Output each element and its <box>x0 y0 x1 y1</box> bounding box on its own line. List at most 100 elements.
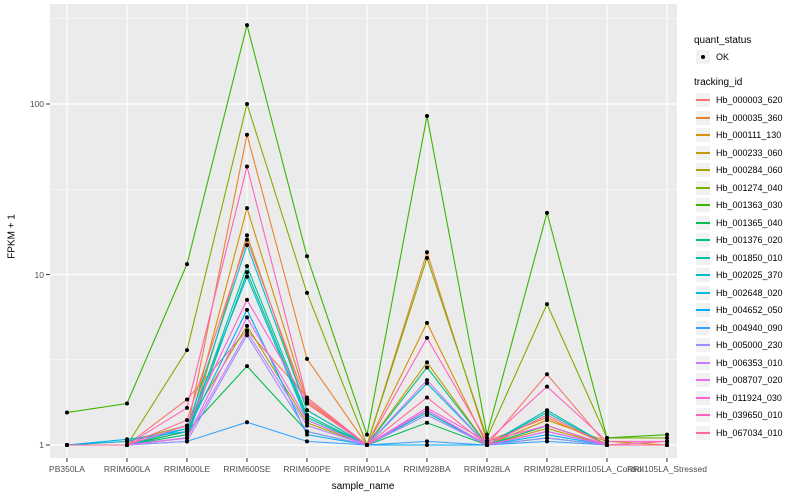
data-point <box>425 250 429 255</box>
data-point <box>425 405 429 410</box>
line-key-icon <box>696 215 710 230</box>
legend-item-label: Hb_006353_010 <box>716 357 783 368</box>
data-point <box>245 164 249 169</box>
data-point <box>125 401 129 406</box>
line-key-icon <box>696 128 710 143</box>
data-point <box>65 410 69 415</box>
legend-item-label: Hb_002648_020 <box>716 287 783 298</box>
data-point <box>485 432 489 437</box>
data-point <box>185 432 189 437</box>
legend-item-label: Hb_001376_020 <box>716 235 783 246</box>
data-point <box>245 270 249 275</box>
legend-item-tracking: Hb_004652_050 <box>692 302 798 320</box>
line-key-icon <box>696 425 710 440</box>
legend-item-tracking: Hb_000111_130 <box>692 127 798 145</box>
legend-item-tracking: Hb_001376_020 <box>692 232 798 250</box>
y-axis-title: FPKM + 1 <box>6 214 18 259</box>
data-point <box>305 432 309 437</box>
legend-item-label: Hb_008707_020 <box>716 375 783 386</box>
line-key-icon <box>696 180 710 195</box>
data-point <box>305 412 309 417</box>
data-point <box>185 405 189 410</box>
legend-item-label: Hb_002025_370 <box>716 270 783 281</box>
data-point <box>305 439 309 444</box>
legend-item-label: Hb_000233_060 <box>716 147 783 158</box>
data-point <box>245 237 249 242</box>
data-point <box>425 412 429 417</box>
data-point <box>425 360 429 365</box>
data-point <box>245 297 249 302</box>
legend-item-tracking: Hb_008707_020 <box>692 372 798 390</box>
legend-item-tracking: Hb_002025_370 <box>692 267 798 285</box>
data-point <box>665 439 669 444</box>
x-tick-label: RRIM600PE <box>283 464 331 474</box>
line-key-icon <box>696 373 710 388</box>
data-point <box>125 443 129 447</box>
data-point <box>245 274 249 279</box>
data-point <box>425 335 429 340</box>
legend-item-label: Hb_001850_010 <box>716 252 783 263</box>
data-point <box>305 418 309 423</box>
data-point <box>485 443 489 447</box>
data-point <box>545 432 549 437</box>
legend-item-tracking: Hb_004940_090 <box>692 319 798 337</box>
data-point <box>545 418 549 423</box>
line-key-icon <box>696 250 710 265</box>
data-point <box>605 435 609 440</box>
line-key-icon <box>696 303 710 318</box>
legend-item-tracking: Hb_067034_010 <box>692 424 798 442</box>
line-key-icon <box>696 110 710 125</box>
data-point <box>425 378 429 383</box>
legend-item-tracking: Hb_039650_010 <box>692 407 798 425</box>
panel-background <box>50 4 677 458</box>
line-key-icon <box>696 355 710 370</box>
x-axis-title: sample_name <box>331 481 395 492</box>
data-point <box>425 114 429 119</box>
data-point <box>485 435 489 440</box>
data-point <box>245 132 249 137</box>
data-point <box>245 242 249 247</box>
data-point <box>425 255 429 260</box>
legend-item-tracking: Hb_000233_060 <box>692 144 798 162</box>
data-point <box>425 381 429 386</box>
x-tick-label: RRII105LA_Stressed <box>627 464 707 474</box>
data-point <box>545 426 549 431</box>
data-point <box>305 423 309 428</box>
legend-item-tracking: Hb_000035_360 <box>692 109 798 127</box>
data-point <box>425 320 429 325</box>
legend-item-tracking: Hb_000284_060 <box>692 162 798 180</box>
legend: quant_status OK tracking_id Hb_000003_62… <box>692 34 798 442</box>
data-point <box>425 395 429 400</box>
data-point <box>185 418 189 423</box>
line-key-icon <box>696 285 710 300</box>
legend-item-label: OK <box>716 51 730 62</box>
line-key-icon <box>696 408 710 423</box>
data-point <box>485 439 489 444</box>
line-key-icon <box>696 233 710 248</box>
data-point <box>365 443 369 447</box>
x-tick-label: RRIM928LA <box>463 464 511 474</box>
data-point <box>65 443 69 447</box>
line-key-icon <box>696 320 710 335</box>
legend-item-tracking: Hb_002648_020 <box>692 284 798 302</box>
data-point <box>605 443 609 447</box>
data-point <box>245 102 249 106</box>
x-tick-label: RRIM600LE <box>163 464 211 474</box>
data-point <box>245 307 249 312</box>
data-point <box>245 329 249 334</box>
data-point <box>185 435 189 440</box>
y-tick-label: 100 <box>29 99 44 109</box>
legend-item-label: Hb_039650_010 <box>716 410 783 421</box>
legend-item-label: Hb_001274_040 <box>716 182 783 193</box>
data-point <box>245 420 249 425</box>
data-point <box>545 439 549 444</box>
legend-item-label: Hb_000003_620 <box>716 95 783 106</box>
x-tick-label: RRIM928LE <box>523 464 571 474</box>
x-tick-label: RRIM928BA <box>403 464 451 474</box>
data-point <box>425 443 429 447</box>
data-point <box>665 432 669 437</box>
legend-item-ok: OK <box>692 48 798 66</box>
legend-item-label: Hb_000284_060 <box>716 165 783 176</box>
legend-item-label: Hb_004940_090 <box>716 322 783 333</box>
